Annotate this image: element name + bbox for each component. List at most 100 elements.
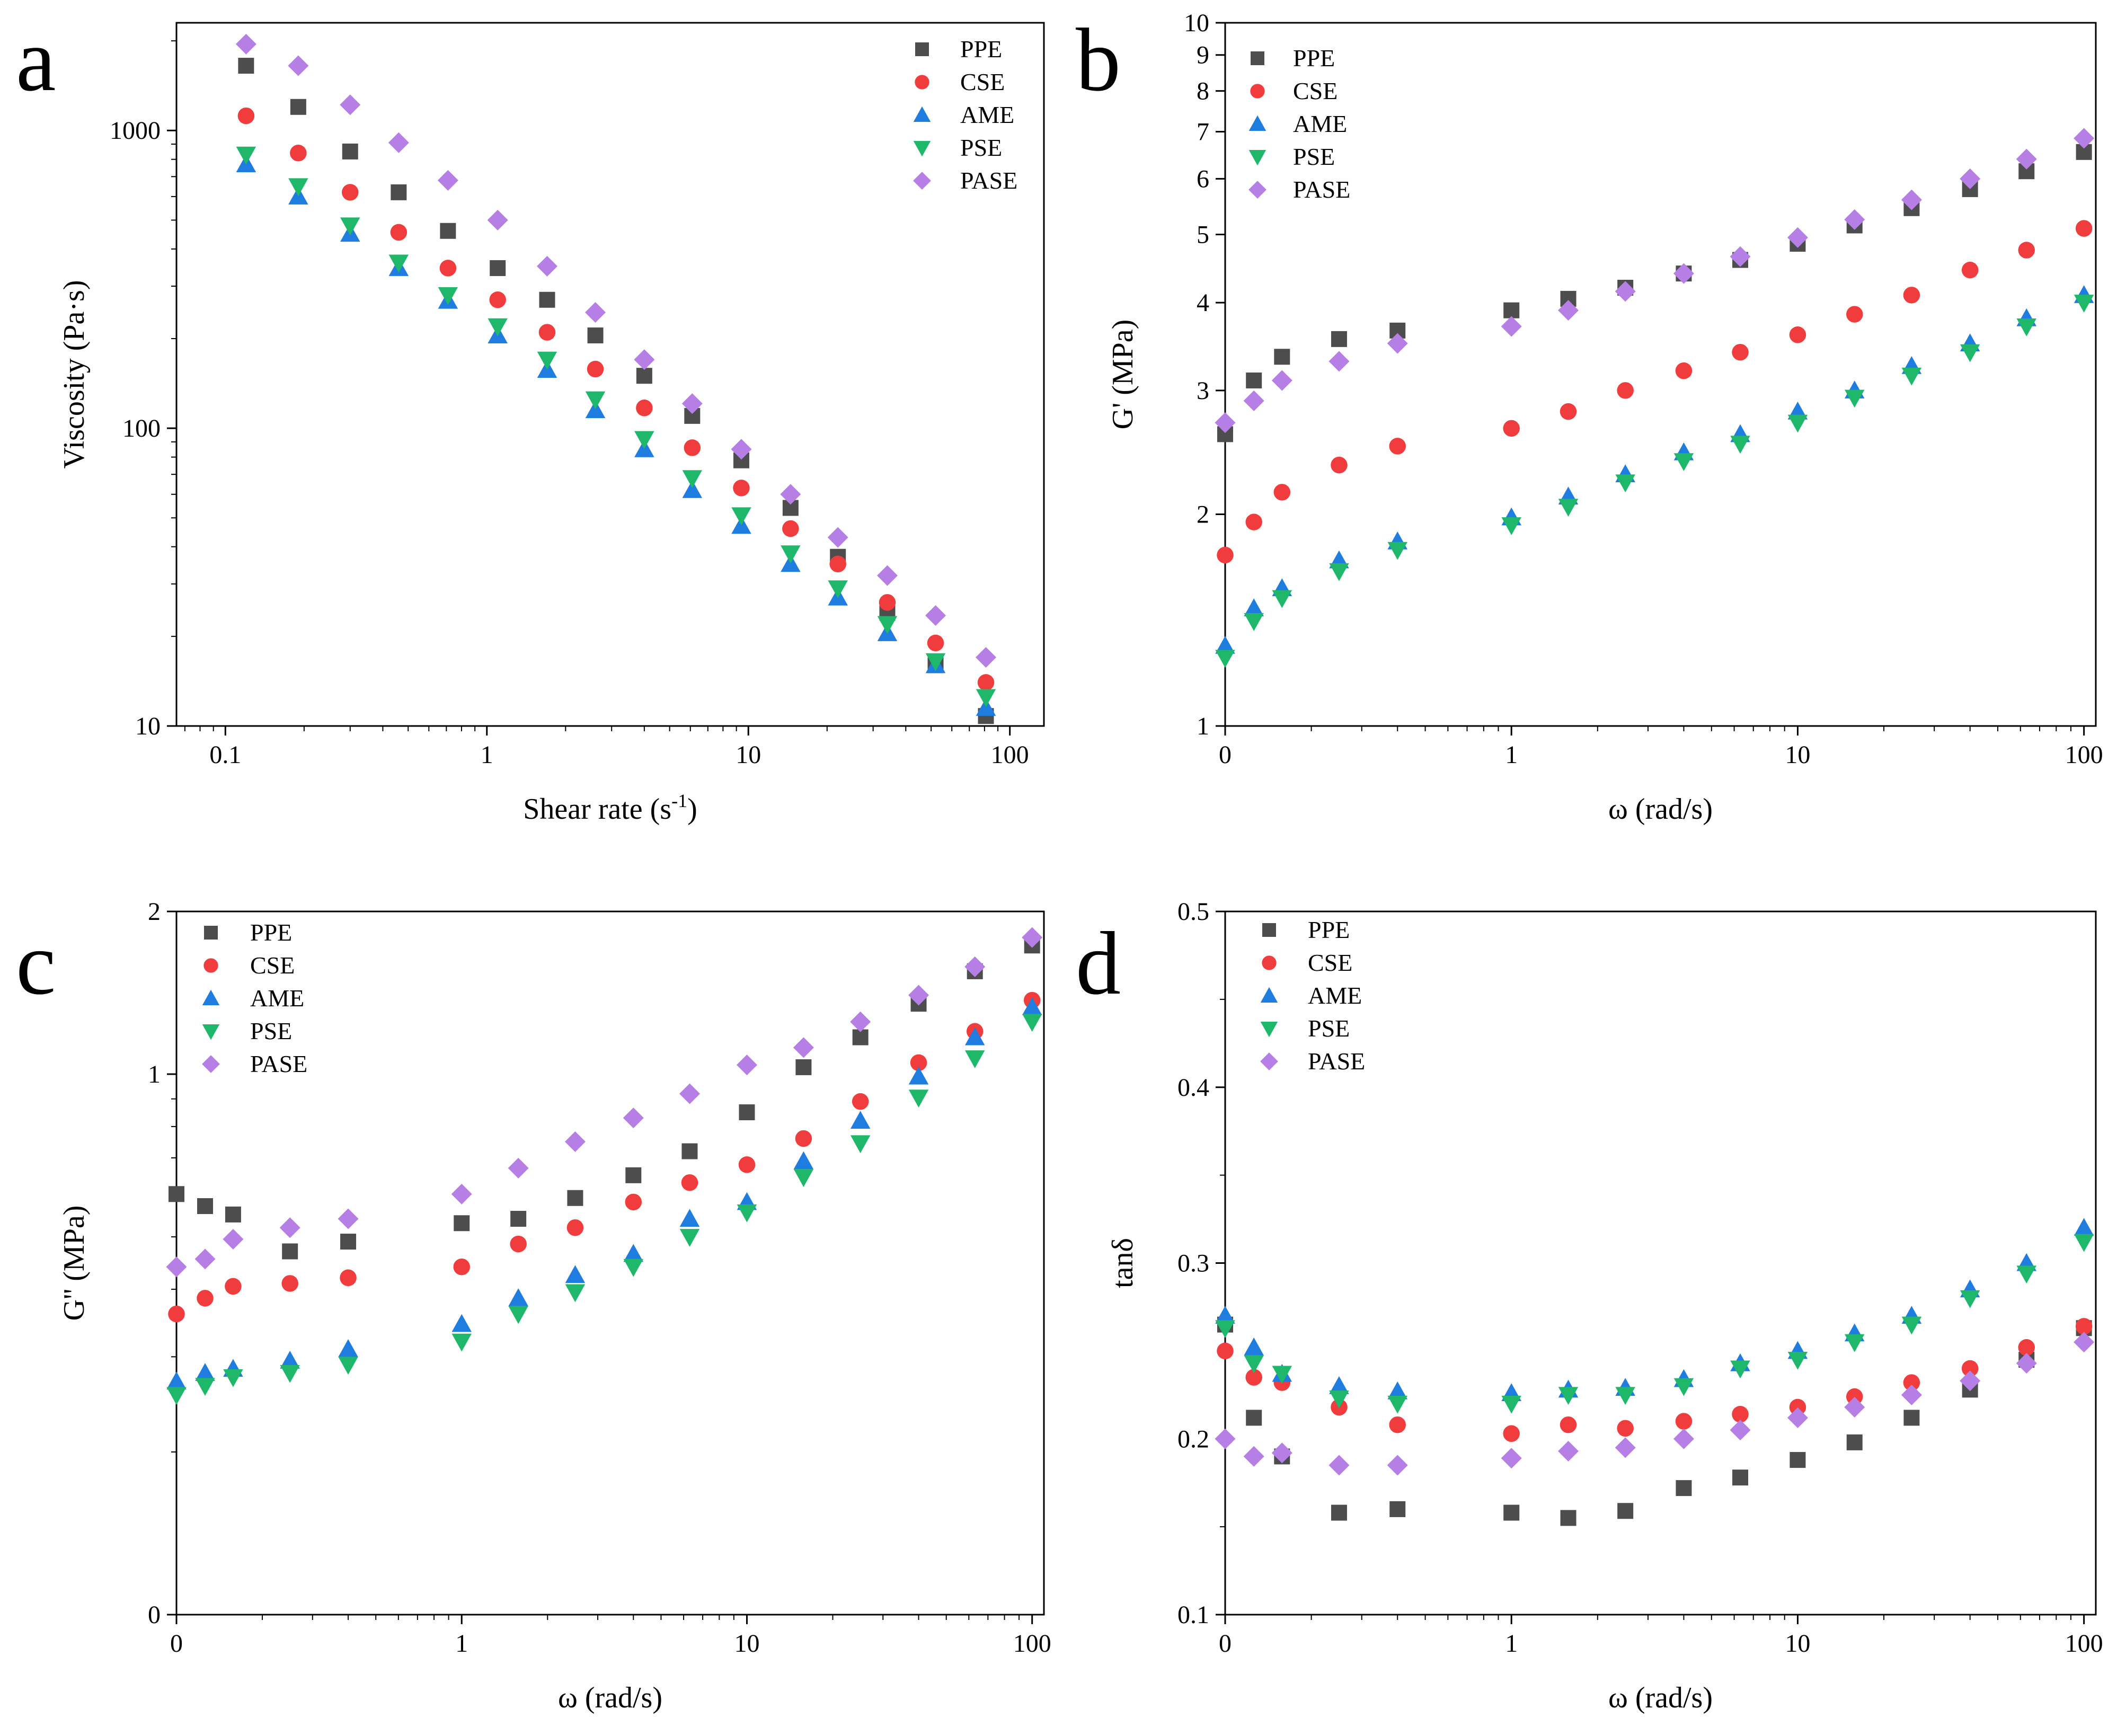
data-point-cse: [1903, 287, 1920, 304]
data-point-ppe: [391, 184, 407, 200]
data-point-pase: [536, 255, 557, 277]
legend-label-pse: PSE: [1293, 143, 1335, 170]
data-point-pase: [451, 1183, 472, 1204]
data-point-ame: [195, 1363, 215, 1381]
data-point-ppe: [169, 1186, 184, 1202]
data-point-pse: [488, 318, 508, 336]
x-tick-label: 0.1: [209, 741, 241, 769]
data-point-pse: [223, 1369, 243, 1387]
data-point-pase: [1328, 351, 1350, 372]
data-point-ame: [2074, 1218, 2094, 1236]
plot-frame: [175, 22, 1045, 727]
data-point-pse: [2016, 318, 2036, 336]
data-point-cse: [2018, 1339, 2035, 1356]
data-point-pase: [1960, 1370, 1981, 1392]
data-point-cse: [340, 1269, 357, 1287]
x-tick-label: 10: [1785, 1629, 1810, 1658]
data-point-pase: [1501, 316, 1522, 337]
data-point-pse: [1272, 590, 1292, 608]
legend-label-pase: PASE: [250, 1050, 307, 1077]
data-point-ppe: [1246, 372, 1262, 388]
legend-label-ppe: PPE: [960, 36, 1002, 63]
data-point-cse: [1961, 1360, 1979, 1377]
y-tick-label: 0.4: [1177, 1074, 1209, 1102]
data-point-pse: [781, 545, 801, 563]
x-tick-label: 100: [2065, 741, 2103, 769]
data-point-ppe: [197, 1198, 214, 1215]
data-point-cse: [977, 674, 995, 691]
legend-marker-ame: [1260, 987, 1278, 1003]
y-axis-label: Viscosity (Pa·s): [58, 280, 91, 469]
data-point-pse: [565, 1284, 586, 1303]
data-point-ame: [679, 1209, 700, 1227]
data-point-cse: [1503, 1425, 1520, 1442]
data-point-pase: [1387, 1455, 1408, 1476]
data-point-pase: [1558, 1440, 1579, 1462]
data-point-pase: [1615, 281, 1636, 302]
data-point-pse: [195, 1378, 215, 1396]
x-tick-label: 100: [2065, 1629, 2103, 1658]
data-point-pse: [908, 1090, 929, 1108]
data-point-pase: [437, 170, 458, 191]
data-point-pse: [508, 1306, 528, 1324]
data-point-pase: [585, 302, 606, 323]
data-point-cse: [390, 224, 408, 241]
legend-label-ppe: PPE: [1293, 45, 1335, 72]
data-point-cse: [681, 1174, 698, 1191]
x-axis-label: ω (rad/s): [1608, 1681, 1713, 1714]
legend-marker-pase: [202, 1055, 220, 1073]
data-point-cse: [197, 1290, 214, 1307]
legend-label-pse: PSE: [250, 1017, 292, 1044]
plot-frame: [175, 910, 1045, 1616]
data-point-ame: [1215, 1306, 1235, 1324]
data-point-pase: [1243, 390, 1264, 411]
data-point-cse: [1217, 1342, 1234, 1360]
x-axis-label: ω (rad/s): [558, 1681, 662, 1714]
x-tick-label: 10: [1785, 741, 1810, 769]
data-point-pase: [2016, 148, 2037, 170]
x-axis-label: Shear rate (s-1): [523, 790, 697, 826]
data-point-pase: [1215, 1428, 1236, 1449]
y-axis-label: G' (MPa): [1106, 320, 1139, 430]
data-point-ame: [850, 1111, 871, 1129]
data-point-pse: [2074, 1234, 2094, 1252]
x-tick-label: 1: [1505, 1629, 1518, 1658]
data-point-cse: [587, 360, 604, 378]
data-point-ame: [565, 1265, 586, 1283]
y-tick-label: 0: [148, 1601, 161, 1629]
data-point-pse: [682, 470, 703, 488]
data-point-ppe: [510, 1210, 527, 1227]
legend-marker-pse: [202, 1024, 220, 1040]
data-point-ppe: [636, 368, 652, 384]
data-point-ppe: [1503, 1504, 1520, 1521]
data-point-pase: [1558, 300, 1579, 321]
legend-marker-pse: [1260, 1022, 1278, 1038]
data-point-cse: [1503, 420, 1520, 437]
plot-frame: [1224, 910, 2097, 1616]
data-point-pase: [850, 1011, 871, 1032]
data-point-cse: [2018, 242, 2035, 259]
data-point-ppe: [1732, 1469, 1749, 1486]
y-tick-label: 100: [122, 414, 161, 442]
legend-label-ame: AME: [960, 101, 1014, 128]
data-point-ame: [1387, 1381, 1407, 1400]
data-point-pse: [731, 507, 751, 526]
panel-letter: b: [1076, 10, 1121, 110]
data-point-pase: [279, 1217, 300, 1238]
legend-label-ppe: PPE: [250, 919, 292, 946]
data-point-pase: [1387, 333, 1408, 354]
legend-marker-cse: [1262, 955, 1277, 970]
legend-label-ppe: PPE: [1308, 916, 1350, 943]
x-tick-label: 100: [1013, 1629, 1051, 1658]
y-tick-label: 10: [135, 712, 161, 740]
data-point-ppe: [342, 143, 358, 160]
data-point-pase: [508, 1157, 529, 1179]
data-point-cse: [342, 184, 359, 201]
data-point-cse: [1245, 1369, 1262, 1386]
data-point-pse: [1844, 389, 1865, 408]
panel-letter: c: [16, 914, 56, 1013]
y-tick-label: 7: [1197, 118, 1209, 146]
data-point-cse: [625, 1193, 642, 1211]
panel-a: a 0.1 1 10 100 10 100 1000 Shear rate (s-1) Visco…: [16, 10, 1045, 826]
data-point-pse: [340, 217, 360, 236]
